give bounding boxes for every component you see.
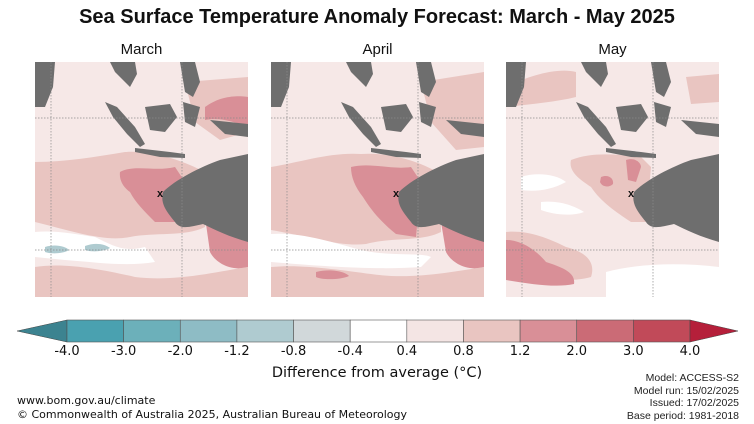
panel-label-may: May bbox=[598, 41, 627, 58]
land-india bbox=[35, 62, 55, 107]
land-sumatra bbox=[341, 102, 381, 147]
anomaly-region-high bbox=[600, 175, 614, 187]
map-may: x bbox=[506, 62, 719, 297]
land-australia bbox=[633, 154, 719, 242]
anomaly-region-high bbox=[626, 159, 641, 182]
anomaly-region-neutral bbox=[271, 233, 431, 269]
colorbar-bin bbox=[349, 319, 408, 343]
colorbar-tick-label: 1.2 bbox=[509, 344, 531, 359]
colorbar-tick-label: -4.0 bbox=[54, 344, 80, 359]
land-sulawesi bbox=[419, 102, 436, 127]
colorbar-tick-label: -1.2 bbox=[224, 344, 250, 359]
land-sumatra bbox=[576, 102, 616, 147]
colorbar-bin bbox=[633, 319, 691, 343]
anomaly-region-high bbox=[316, 270, 349, 280]
colorbar-tick-label: 0.8 bbox=[453, 344, 474, 359]
map-march: x bbox=[35, 62, 248, 297]
anomaly-region-neutral bbox=[521, 174, 566, 191]
land-indochina bbox=[346, 62, 373, 87]
colorbar-tick-label: -0.4 bbox=[337, 344, 363, 359]
colorbar-bin bbox=[179, 319, 238, 343]
colorbar-extend-high bbox=[689, 319, 739, 343]
land-java bbox=[606, 148, 656, 158]
land-sulawesi bbox=[654, 102, 671, 127]
land-sulawesi bbox=[183, 102, 200, 127]
colorbar-tick-label: 4.0 bbox=[679, 344, 701, 359]
land-java bbox=[371, 148, 421, 158]
colorbar-bin bbox=[576, 319, 634, 343]
anomaly-region-mod bbox=[35, 265, 248, 297]
colorbar-title: Difference from average (°C) bbox=[271, 365, 483, 381]
colorbar-bin bbox=[519, 319, 578, 343]
issued-date: Issued: 17/02/2025 bbox=[649, 397, 739, 409]
land-new-guinea bbox=[681, 120, 719, 137]
land-australia bbox=[398, 154, 484, 242]
base-period: Base period: 1981-2018 bbox=[626, 409, 739, 422]
map-panel-march: x bbox=[35, 62, 248, 297]
land-java bbox=[135, 148, 185, 158]
anomaly-region-cool bbox=[85, 243, 110, 252]
model-name: Model: ACCESS-S2 bbox=[645, 372, 739, 384]
location-marker: x bbox=[628, 188, 635, 200]
map-panel-may: x bbox=[506, 62, 719, 297]
land-indochina bbox=[110, 62, 137, 87]
panel-label-april: April bbox=[362, 41, 393, 58]
land-philippines bbox=[416, 62, 436, 97]
panel-label-march: March bbox=[120, 41, 163, 58]
forecast-metadata: Model: ACCESS-S2 Model run: 15/02/2025 I… bbox=[627, 372, 739, 422]
land-sumatra bbox=[105, 102, 145, 147]
land-india bbox=[271, 62, 291, 107]
land-new-guinea bbox=[210, 120, 248, 137]
colorbar-extend-low bbox=[16, 319, 68, 343]
land-indochina bbox=[581, 62, 608, 87]
location-marker: x bbox=[157, 188, 164, 200]
anomaly-region-high bbox=[205, 96, 248, 127]
colorbar-tick-label: 0.4 bbox=[396, 344, 418, 359]
colorbar-bin bbox=[406, 319, 464, 343]
anomaly-region-neutral bbox=[541, 201, 584, 215]
anomaly-region-high bbox=[351, 165, 421, 237]
anomaly-region-neutral bbox=[606, 264, 719, 297]
source-url[interactable]: www.bom.gov.au/climate bbox=[17, 394, 156, 407]
colorbar bbox=[16, 319, 739, 343]
copyright-notice: © Commonwealth of Australia 2025, Austra… bbox=[17, 408, 407, 421]
colorbar-tick-label: 2.0 bbox=[566, 344, 588, 359]
colorbar-bin bbox=[236, 319, 294, 343]
anomaly-region-high bbox=[506, 240, 575, 286]
colorbar-bin bbox=[293, 319, 351, 343]
land-new-guinea bbox=[446, 120, 484, 137]
colorbar-bin bbox=[123, 319, 181, 343]
map-panel-april: x bbox=[271, 62, 484, 297]
map-april: x bbox=[271, 62, 484, 297]
location-marker: x bbox=[393, 188, 400, 200]
colorbar-tick-label: -2.0 bbox=[167, 344, 193, 359]
land-australia bbox=[162, 154, 248, 242]
land-philippines bbox=[651, 62, 671, 97]
model-run-date: Model run: 15/02/2025 bbox=[633, 384, 739, 397]
anomaly-region-mod bbox=[686, 74, 719, 104]
colorbar-bin bbox=[463, 319, 521, 343]
land-india bbox=[506, 62, 526, 107]
colorbar-tick-label: 3.0 bbox=[623, 344, 644, 359]
chart-title: Sea Surface Temperature Anomaly Forecast… bbox=[79, 6, 675, 28]
colorbar-tick-label: -3.0 bbox=[110, 344, 137, 359]
colorbar-bin bbox=[66, 319, 124, 343]
colorbar-tick-label: -0.8 bbox=[280, 344, 307, 359]
land-philippines bbox=[180, 62, 200, 97]
